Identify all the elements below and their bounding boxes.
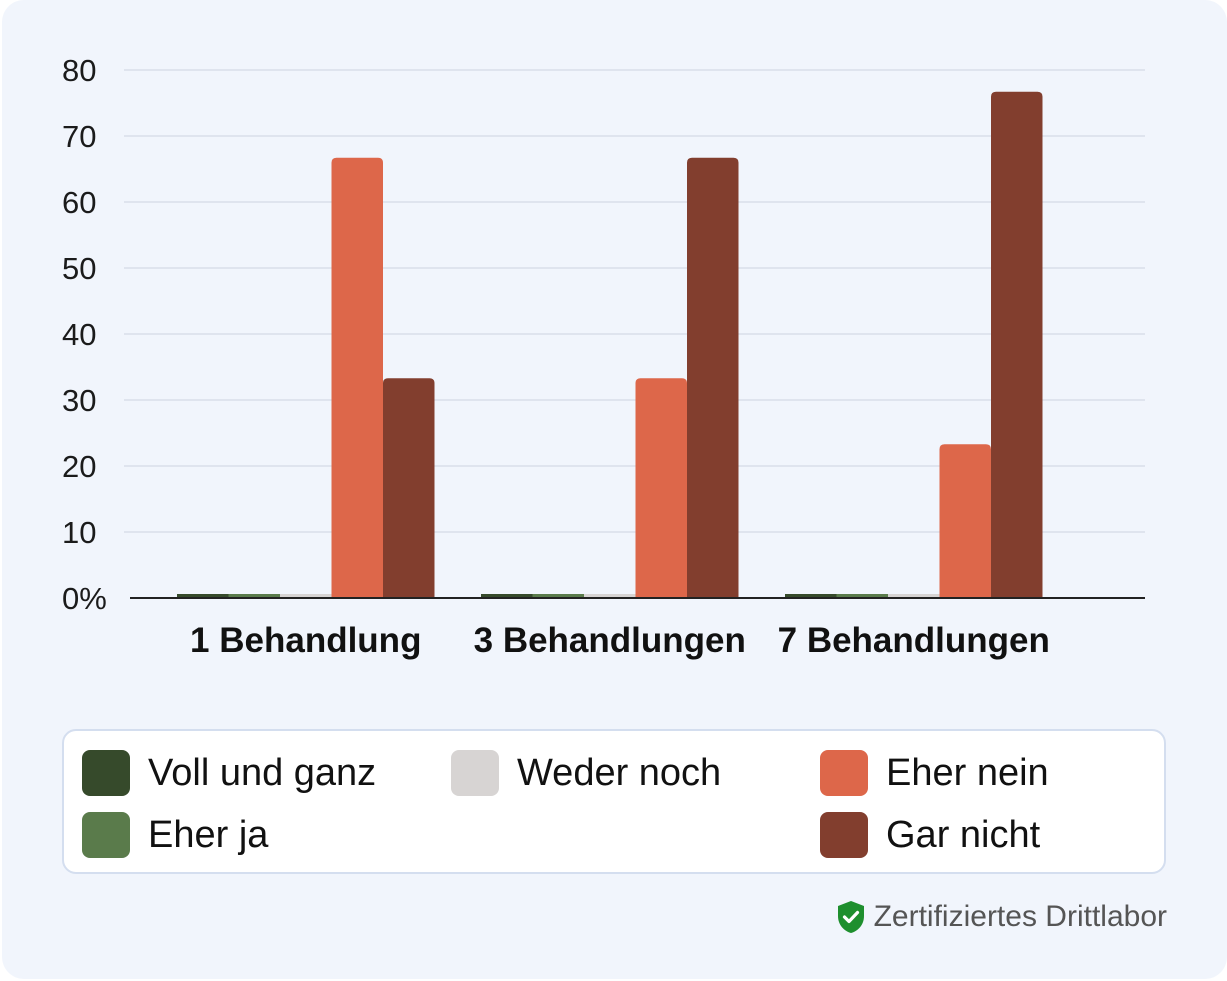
y-tick-label: 30 xyxy=(62,383,96,418)
legend-label: Voll und ganz xyxy=(148,751,377,794)
bar-0-3 xyxy=(331,157,383,598)
legend-item: Gar nicht xyxy=(820,811,1040,859)
legend-swatch xyxy=(82,812,130,858)
y-tick-label: 20 xyxy=(62,449,96,484)
bar-0-4 xyxy=(383,378,435,598)
bar-1-4 xyxy=(687,157,739,598)
bar-chart: 0% 10 20 30 40 50 60 70 80 1 Behandlung 3 Behandl… xyxy=(62,53,1145,660)
legend-item: Weder noch xyxy=(451,749,721,797)
legend: Voll und ganz Eher ja Weder noch Eher nein G… xyxy=(62,729,1166,874)
x-category-label: 1 Behandlung xyxy=(190,621,421,660)
grid-lines xyxy=(124,69,1145,533)
y-tick-label: 60 xyxy=(62,185,96,220)
y-axis-ticks: 0% 10 20 30 40 50 60 70 80 xyxy=(62,53,107,616)
x-category-label: 3 Behandlungen xyxy=(474,621,746,660)
y-tick-label: 80 xyxy=(62,53,96,88)
certification-text: Zertifiziertes Drittlabor xyxy=(873,900,1167,933)
certification-badge: Zertifiziertes Drittlabor xyxy=(836,900,1167,934)
bar-2-3 xyxy=(939,444,991,598)
y-tick-label: 0% xyxy=(62,581,107,616)
legend-label: Gar nicht xyxy=(886,813,1041,856)
y-tick-label: 70 xyxy=(62,119,96,154)
y-tick-label: 10 xyxy=(62,515,96,550)
bar-2-4 xyxy=(991,91,1043,598)
legend-swatch xyxy=(451,750,499,796)
legend-item: Eher ja xyxy=(82,811,268,859)
legend-swatch xyxy=(820,812,868,858)
shield-check-icon xyxy=(837,901,864,933)
legend-label: Weder noch xyxy=(517,751,722,794)
y-tick-label: 50 xyxy=(62,251,96,286)
bar-1-3 xyxy=(635,378,687,598)
legend-item: Voll und ganz xyxy=(82,749,376,797)
legend-swatch xyxy=(820,750,868,796)
legend-label: Eher ja xyxy=(148,813,269,856)
x-category-label: 7 Behandlungen xyxy=(778,621,1050,660)
legend-label: Eher nein xyxy=(886,751,1049,794)
legend-item: Eher nein xyxy=(820,749,1049,797)
y-tick-label: 40 xyxy=(62,317,96,352)
bars xyxy=(177,91,1043,598)
legend-swatch xyxy=(82,750,130,796)
x-axis-labels: 1 Behandlung 3 Behandlungen 7 Behandlungen xyxy=(190,621,1050,660)
